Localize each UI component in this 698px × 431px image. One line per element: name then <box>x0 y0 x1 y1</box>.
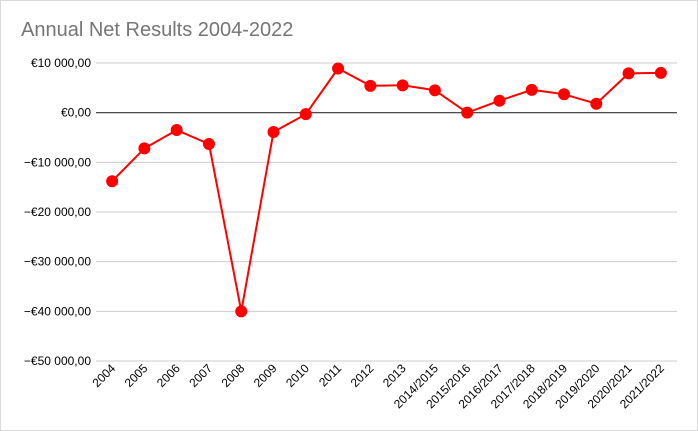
data-point <box>396 79 409 92</box>
data-point <box>138 142 151 155</box>
x-axis-tick-labels: 2004 2005 2006 2007 2008 2009 2010 2011 2012 2013… <box>89 361 667 411</box>
y-tick-label: −€20 000,00 <box>24 205 91 219</box>
data-point <box>654 66 667 79</box>
series-layer <box>106 62 667 318</box>
y-tick-label: −€40 000,00 <box>24 304 91 318</box>
data-point <box>170 124 183 137</box>
x-tick-label: 2013 <box>380 361 409 390</box>
data-point <box>364 79 377 92</box>
y-tick-label: −€50 000,00 <box>24 354 91 368</box>
x-tick-label: 2010 <box>283 361 312 390</box>
y-axis-tick-labels: €10 000,00 €0,00 −€10 000,00 −€20 000,00 −€3… <box>24 56 91 368</box>
data-point <box>332 62 345 75</box>
y-tick-label: −€10 000,00 <box>24 155 91 169</box>
data-point <box>267 126 280 139</box>
y-tick-label: €10 000,00 <box>31 56 91 70</box>
x-tick-label: 2004 <box>89 361 118 390</box>
data-point <box>525 83 538 96</box>
x-tick-label: 2012 <box>348 361 377 390</box>
data-point <box>590 97 603 110</box>
x-tick-label: 2011 <box>316 361 344 389</box>
x-tick-label: 2008 <box>219 361 248 390</box>
y-tick-label: €0,00 <box>61 106 91 120</box>
x-tick-label: 2009 <box>251 361 280 390</box>
data-point <box>428 84 441 97</box>
gridlines <box>96 62 677 362</box>
data-point <box>558 88 571 101</box>
y-tick-label: −€30 000,00 <box>24 255 91 269</box>
x-tick-label: 2005 <box>122 361 151 390</box>
chart-title: Annual Net Results 2004-2022 <box>21 19 294 41</box>
data-point <box>235 305 248 318</box>
data-point <box>299 108 312 121</box>
series-line <box>111 67 661 313</box>
x-tick-label: 2006 <box>154 361 183 390</box>
data-point <box>461 106 474 119</box>
data-point <box>202 137 215 150</box>
x-tick-label: 2007 <box>186 361 215 390</box>
data-point <box>622 67 635 80</box>
data-point <box>106 175 119 188</box>
data-point <box>493 94 506 107</box>
